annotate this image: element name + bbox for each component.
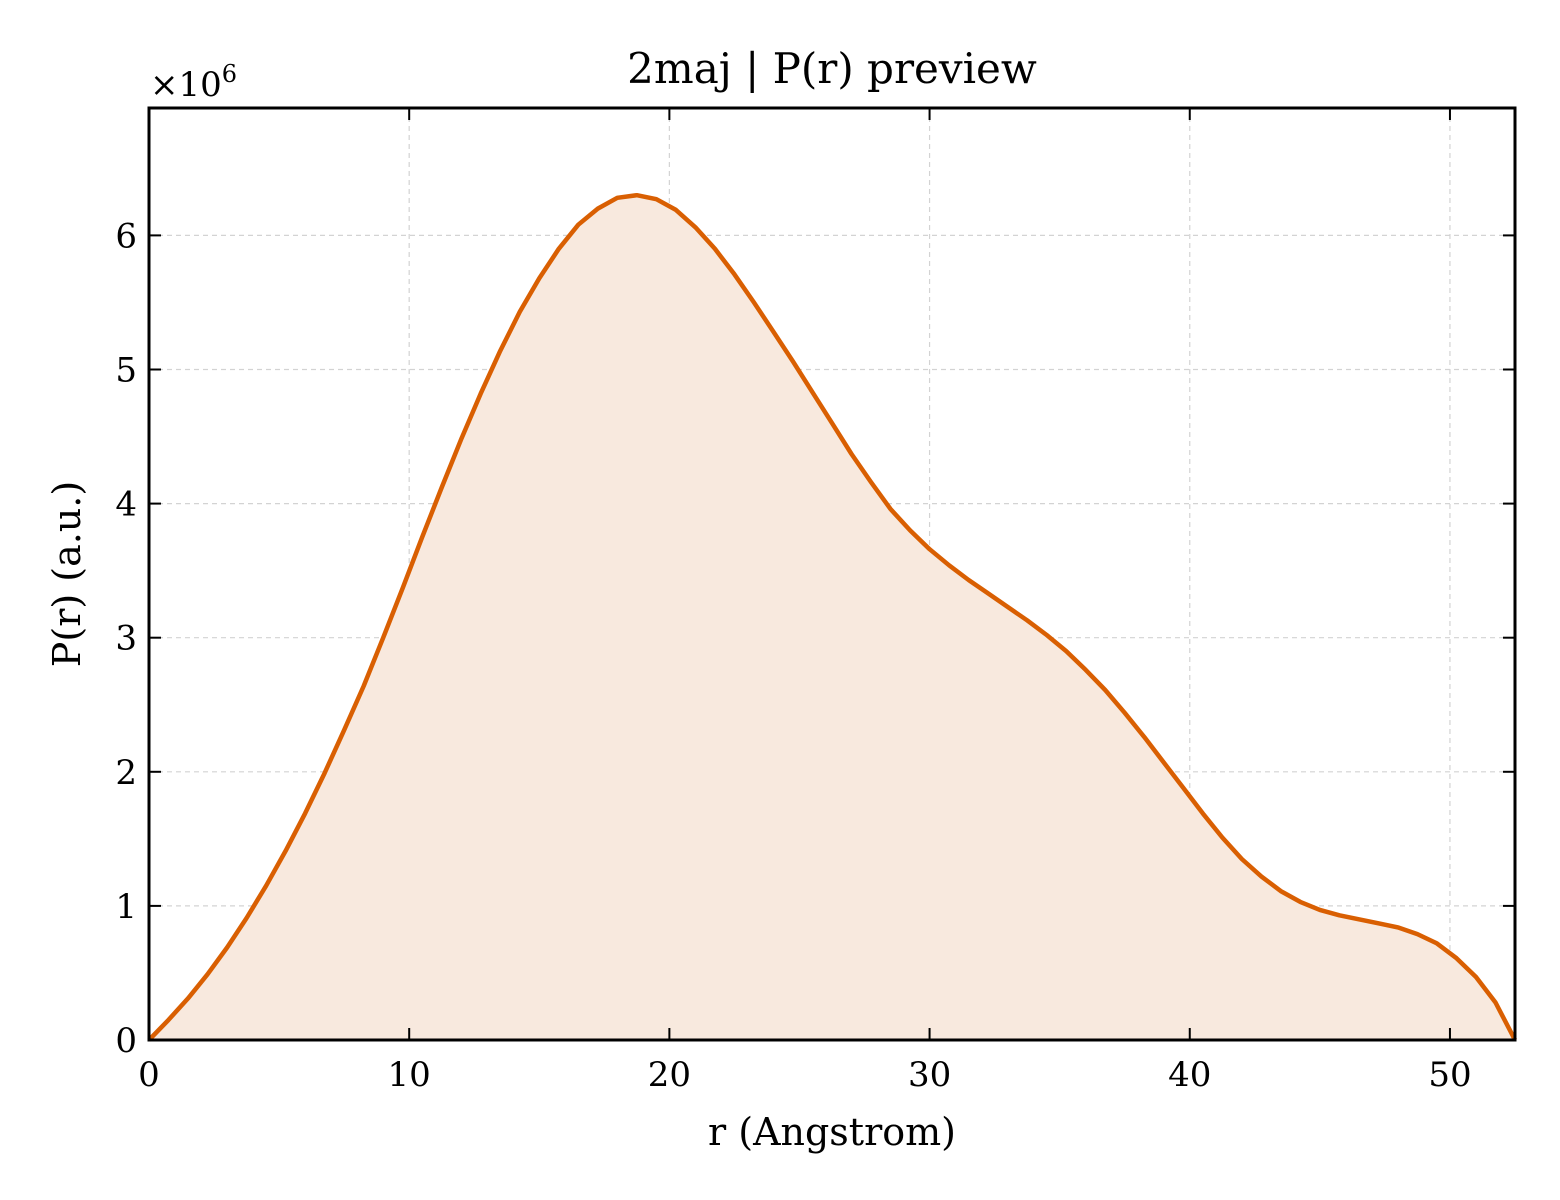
- tick-marks: [148, 108, 1515, 1041]
- area-fill: [149, 195, 1515, 1040]
- series-line: [147, 192, 1517, 1042]
- x-axis-label: r (Angstrom): [708, 1110, 956, 1154]
- y-tick-label: 3: [115, 619, 137, 659]
- y-axis-label: P(r) (a.u.): [45, 481, 89, 667]
- y-tick-label: 2: [115, 753, 137, 793]
- y-tick-label: 0: [115, 1021, 137, 1061]
- x-tick-label: 10: [388, 1055, 431, 1095]
- x-tick-label: 50: [1428, 1055, 1471, 1095]
- y-multiplier-exponent: 6: [222, 60, 237, 88]
- plot-frame: [147, 106, 1517, 1042]
- y-multiplier-base: ×10: [150, 65, 222, 105]
- x-tick-label: 40: [1168, 1055, 1211, 1095]
- y-tick-label: 1: [115, 887, 137, 927]
- x-tick-label: 20: [648, 1055, 691, 1095]
- chart-title: 2maj | P(r) preview: [627, 44, 1037, 93]
- x-tick-label: 0: [138, 1055, 160, 1095]
- y-tick-label: 4: [115, 485, 137, 525]
- y-tick-label: 6: [115, 216, 137, 256]
- x-tick-label: 30: [908, 1055, 951, 1095]
- y-tick-labels: 0 1 2 3 4 5 6: [115, 216, 137, 1061]
- x-tick-labels: 0 10 20 30 40 50: [138, 1055, 1471, 1095]
- y-tick-label: 5: [115, 350, 137, 390]
- y-multiplier: ×106: [150, 60, 237, 105]
